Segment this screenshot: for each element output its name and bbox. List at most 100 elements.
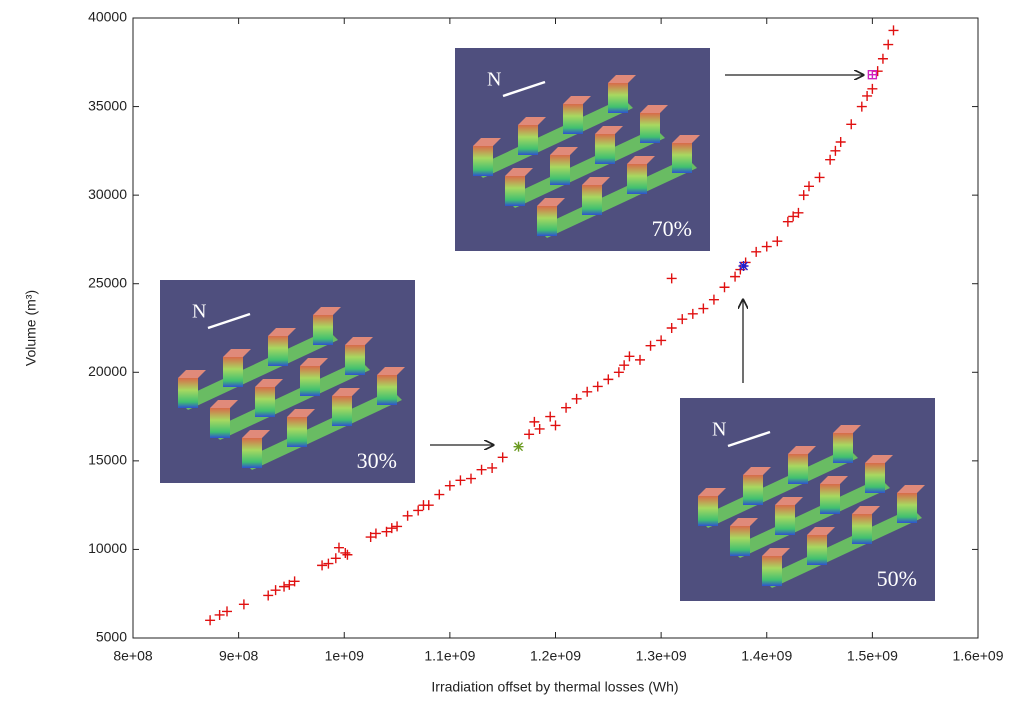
building: [505, 176, 525, 206]
point: [205, 615, 215, 625]
point: [846, 119, 856, 129]
building: [743, 475, 763, 505]
building: [775, 505, 795, 535]
x-tick-label: 1.3e+09: [636, 648, 687, 664]
point: [830, 146, 840, 156]
building: [852, 514, 872, 544]
x-tick-label: 1.2e+09: [530, 648, 581, 664]
percent-label: 50%: [877, 566, 917, 591]
building: [332, 396, 352, 426]
x-tick-label: 9e+08: [219, 648, 259, 664]
point: [334, 543, 344, 553]
point: [815, 172, 825, 182]
point: [413, 505, 423, 515]
y-tick-label: 30000: [88, 186, 127, 202]
building: [178, 378, 198, 408]
point: [656, 335, 666, 345]
building: [672, 143, 692, 173]
point: [263, 590, 273, 600]
building: [865, 463, 885, 493]
building: [640, 113, 660, 143]
point: [561, 403, 571, 413]
point: [878, 54, 888, 64]
point: [804, 181, 814, 191]
building: [287, 417, 307, 447]
building: [255, 387, 275, 417]
point: [730, 272, 740, 282]
point: [545, 412, 555, 422]
point: [709, 295, 719, 305]
point: [424, 500, 434, 510]
building: [563, 104, 583, 134]
building: [595, 134, 615, 164]
point: [614, 367, 624, 377]
y-tick-label: 25000: [88, 274, 127, 290]
building: [537, 206, 557, 236]
point: [340, 548, 350, 558]
point: [477, 465, 487, 475]
percent-label: 30%: [357, 448, 397, 473]
building: [788, 454, 808, 484]
building: [313, 315, 333, 345]
building: [820, 484, 840, 514]
y-tick-label: 35000: [88, 97, 127, 113]
x-tick-label: 1.4e+09: [741, 648, 792, 664]
point: [403, 511, 413, 521]
y-tick-label: 15000: [88, 452, 127, 468]
point: [524, 429, 534, 439]
point: [331, 553, 341, 563]
point: [783, 217, 793, 227]
x-tick-label: 8e+08: [113, 648, 153, 664]
point: [455, 475, 465, 485]
point: [857, 102, 867, 112]
point: [862, 91, 872, 101]
building: [582, 185, 602, 215]
building: [627, 164, 647, 194]
point: [239, 599, 249, 609]
building: [223, 357, 243, 387]
inset: N70%: [455, 48, 710, 251]
y-axis-label: Volume (m³): [23, 290, 39, 366]
point: [825, 155, 835, 165]
point: [635, 355, 645, 365]
point: [466, 474, 476, 484]
point: [392, 521, 402, 531]
point: [445, 481, 455, 491]
point: [667, 323, 677, 333]
point: [529, 417, 539, 427]
point: [762, 242, 772, 252]
y-tick-label: 5000: [96, 629, 127, 645]
point: [867, 84, 877, 94]
y-tick-label: 20000: [88, 363, 127, 379]
point: [667, 273, 677, 283]
point: [751, 247, 761, 257]
inset: N 50%: [680, 398, 935, 601]
building: [833, 433, 853, 463]
building: [242, 438, 262, 468]
point: [582, 387, 592, 397]
building: [268, 336, 288, 366]
point: [698, 304, 708, 314]
percent-label: 70%: [652, 216, 692, 241]
building: [807, 535, 827, 565]
building: [730, 526, 750, 556]
point: [799, 190, 809, 200]
point: [572, 394, 582, 404]
point: [772, 236, 782, 246]
north-label: N: [712, 419, 726, 441]
point: [593, 381, 603, 391]
point: [317, 560, 327, 570]
point: [836, 137, 846, 147]
x-axis-label: Irradiation offset by thermal losses (Wh…: [431, 679, 678, 695]
point: [434, 490, 444, 500]
building: [210, 408, 230, 438]
building: [345, 345, 365, 375]
point: [624, 351, 634, 361]
point: [603, 374, 613, 384]
building: [300, 366, 320, 396]
point: [883, 40, 893, 50]
building: [377, 375, 397, 405]
y-tick-label: 10000: [88, 540, 127, 556]
building: [608, 83, 628, 113]
x-tick-label: 1e+09: [325, 648, 365, 664]
